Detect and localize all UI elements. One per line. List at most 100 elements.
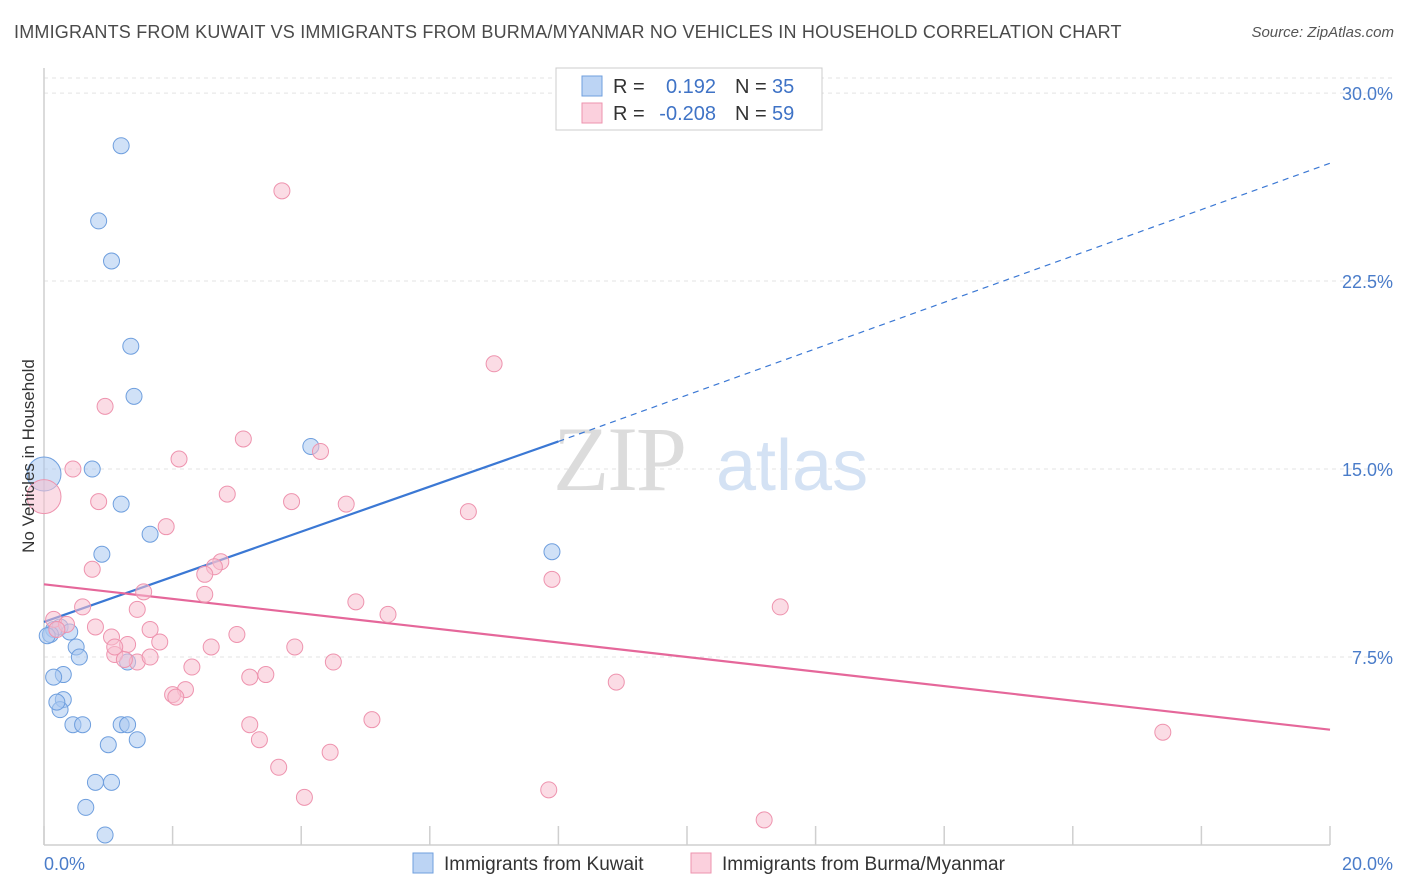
point-series0-24 — [74, 716, 92, 734]
point-series0-34 — [48, 693, 66, 711]
point-series0-19 — [45, 668, 63, 686]
point-series0-0 — [112, 137, 130, 155]
point-series1-2 — [96, 397, 114, 415]
point-series1-58 — [106, 638, 124, 656]
point-series0-4 — [125, 387, 143, 405]
x-tick-label-left: 0.0% — [44, 854, 85, 874]
point-series1-29 — [228, 625, 246, 643]
chart-title: IMMIGRANTS FROM KUWAIT VS IMMIGRANTS FRO… — [14, 22, 1122, 42]
point-series1-12 — [459, 503, 477, 521]
point-series0-28 — [99, 736, 117, 754]
point-series1-1 — [485, 355, 503, 373]
point-series1-46 — [167, 688, 185, 706]
point-series1-42 — [607, 673, 625, 691]
point-series1-43 — [543, 570, 561, 588]
point-series1-3 — [234, 430, 252, 448]
point-series0-30 — [103, 773, 121, 791]
point-series1-53 — [540, 781, 558, 799]
legend-n-value-burma: 59 — [772, 103, 794, 125]
point-series1-28 — [141, 620, 159, 638]
point-series1-0 — [273, 182, 291, 200]
trend-lines — [43, 162, 1331, 731]
legend-n-label-burma: N = — [735, 103, 767, 125]
y-tick-label-2: 22.5% — [1342, 272, 1393, 292]
legend-r-value-burma: -0.208 — [659, 103, 716, 125]
point-series1-33 — [286, 638, 304, 656]
point-series0-32 — [96, 826, 114, 844]
trend-line-1 — [43, 583, 1331, 731]
point-series1-6 — [64, 460, 82, 478]
point-series1-10 — [90, 493, 108, 511]
point-series1-56 — [48, 620, 66, 638]
point-series0-2 — [103, 252, 121, 270]
watermark-zip: ZIP — [553, 408, 685, 510]
data-points — [26, 137, 1172, 844]
trend-line-0 — [43, 440, 559, 623]
y-tick-label-1: 15.0% — [1342, 460, 1393, 480]
x-tick-label-right: 20.0% — [1342, 854, 1393, 874]
trend-line-extension-0 — [558, 162, 1331, 443]
point-series0-8 — [141, 525, 159, 543]
point-series0-26 — [119, 716, 137, 734]
point-series1-40 — [257, 666, 275, 684]
y-axis-label: No Vehicles in Household — [19, 359, 38, 553]
bottom-legend: Immigrants from Kuwait Immigrants from B… — [412, 852, 1006, 875]
point-series1-7 — [26, 479, 62, 515]
point-series1-34 — [202, 638, 220, 656]
point-series1-9 — [283, 493, 301, 511]
legend: R = 0.192 N = 35 R = -0.208 N = 59 — [555, 67, 823, 131]
point-series1-38 — [324, 653, 342, 671]
point-series1-39 — [183, 658, 201, 676]
point-series1-4 — [311, 442, 329, 460]
point-series1-57 — [115, 651, 133, 669]
point-series1-55 — [755, 811, 773, 829]
point-series0-3 — [122, 337, 140, 355]
point-series1-13 — [157, 518, 175, 536]
point-series0-29 — [86, 773, 104, 791]
point-series1-48 — [241, 716, 259, 734]
watermark: ZIP atlas — [553, 408, 868, 510]
bottom-legend-swatch-burma — [690, 852, 712, 874]
bottom-legend-label-kuwait: Immigrants from Kuwait — [444, 854, 644, 875]
point-series0-6 — [83, 460, 101, 478]
point-series1-37 — [141, 648, 159, 666]
point-series1-50 — [250, 731, 268, 749]
point-series1-47 — [363, 711, 381, 729]
point-series1-49 — [1154, 723, 1172, 741]
point-series1-20 — [347, 593, 365, 611]
point-series1-52 — [270, 758, 288, 776]
legend-n-value-kuwait: 35 — [772, 76, 794, 98]
point-series1-23 — [128, 600, 146, 618]
bottom-legend-label-burma: Immigrants from Burma/Myanmar — [722, 854, 1006, 875]
point-series1-51 — [321, 743, 339, 761]
point-series0-1 — [90, 212, 108, 230]
gridlines — [44, 77, 1393, 658]
point-series1-8 — [218, 485, 236, 503]
legend-r-label-kuwait: R = — [613, 76, 645, 98]
point-series0-27 — [128, 731, 146, 749]
point-series1-24 — [379, 605, 397, 623]
legend-r-label-burma: R = — [613, 103, 645, 125]
point-series1-19 — [196, 585, 214, 603]
point-series0-31 — [77, 798, 95, 816]
y-tick-label-0: 7.5% — [1352, 648, 1393, 668]
point-series1-11 — [337, 495, 355, 513]
x-ticks — [43, 826, 1331, 845]
point-series1-17 — [196, 565, 214, 583]
point-series1-15 — [83, 560, 101, 578]
axes — [43, 68, 1330, 846]
point-series0-9 — [93, 545, 111, 563]
legend-r-value-kuwait: 0.192 — [666, 76, 716, 98]
point-series1-54 — [295, 788, 313, 806]
point-series1-27 — [86, 618, 104, 636]
point-series0-16 — [70, 648, 88, 666]
chart-source: Source: ZipAtlas.com — [1251, 24, 1394, 41]
y-tick-label-3: 30.0% — [1342, 84, 1393, 104]
point-series1-31 — [151, 633, 169, 651]
point-series1-21 — [771, 598, 789, 616]
legend-swatch-burma — [581, 102, 603, 124]
point-series0-11 — [543, 543, 561, 561]
point-series1-18 — [135, 583, 153, 601]
point-series1-5 — [170, 450, 188, 468]
